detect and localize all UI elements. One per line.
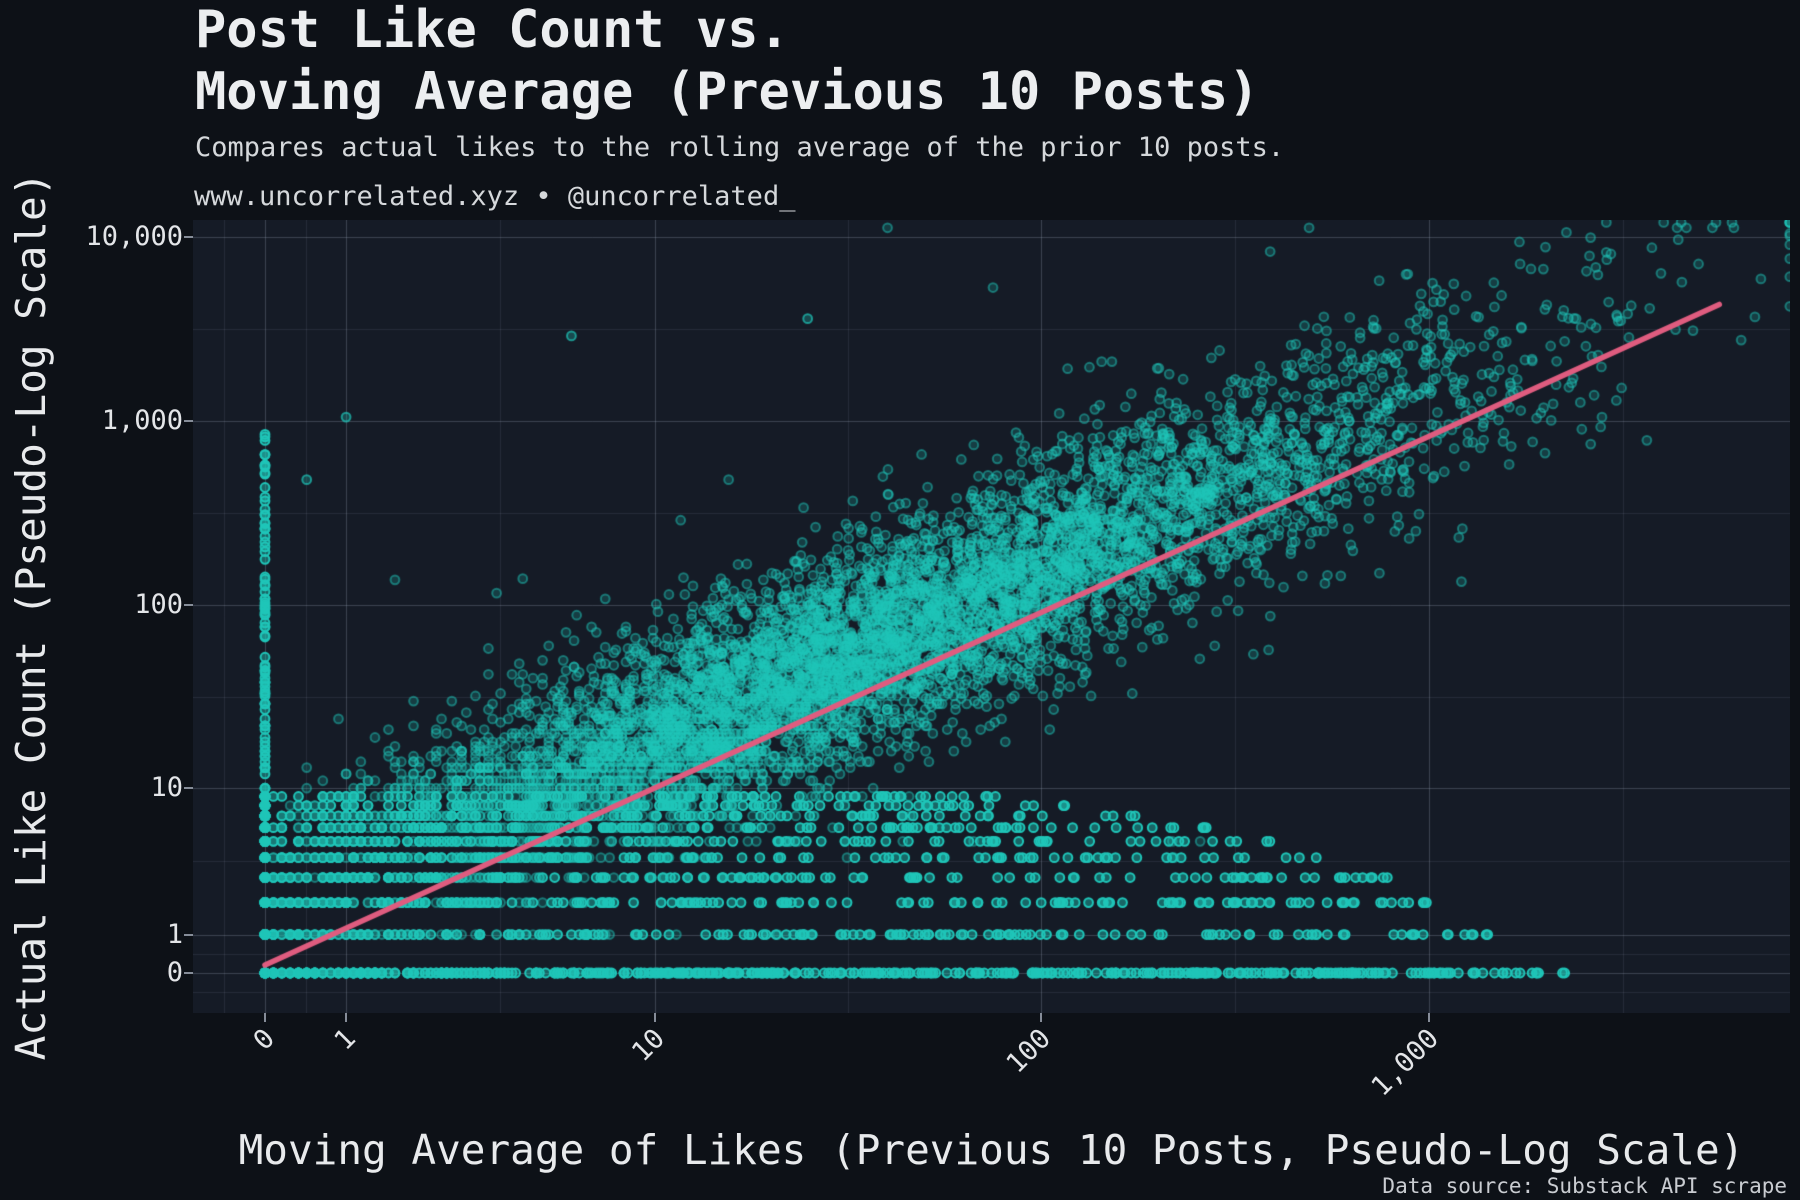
y-tick-mark [184,787,193,790]
y-tick-label: 0 [166,957,183,988]
scatter-points-canvas [193,220,1790,1013]
x-tick-mark [653,1013,656,1022]
x-tick-mark [345,1013,348,1022]
y-tick-mark [184,236,193,238]
y-tick-mark [184,603,193,606]
y-tick-mark [184,972,193,974]
chart-title-line-2: Moving Average (Previous 10 Posts) [195,62,1260,122]
chart-subtitle: Compares actual likes to the rolling ave… [195,132,1285,163]
y-tick-label: 10,000 [85,221,183,252]
watermark-text: www.uncorrelated.xyz • @uncorrelated_ [194,181,796,212]
x-tick-mark [264,1013,266,1022]
y-tick-label: 100 [134,588,183,620]
x-tick-mark [1428,1013,1430,1022]
plot-panel [193,220,1790,1013]
data-source-note: Data source: Substack API scrape [1382,1174,1787,1198]
y-tick-label: 10 [150,772,183,804]
y-axis-title: Actual Like Count (Pseudo-Log Scale) [7,171,55,1061]
y-tick-mark [184,933,193,936]
y-tick-label: 1,000 [101,404,183,436]
x-axis-title: Moving Average of Likes (Previous 10 Pos… [238,1126,1745,1174]
y-tick-label: 1 [166,918,183,950]
x-tick-mark [1040,1013,1043,1022]
y-tick-mark [184,419,193,422]
chart-title-line-1: Post Like Count vs. [195,0,790,60]
